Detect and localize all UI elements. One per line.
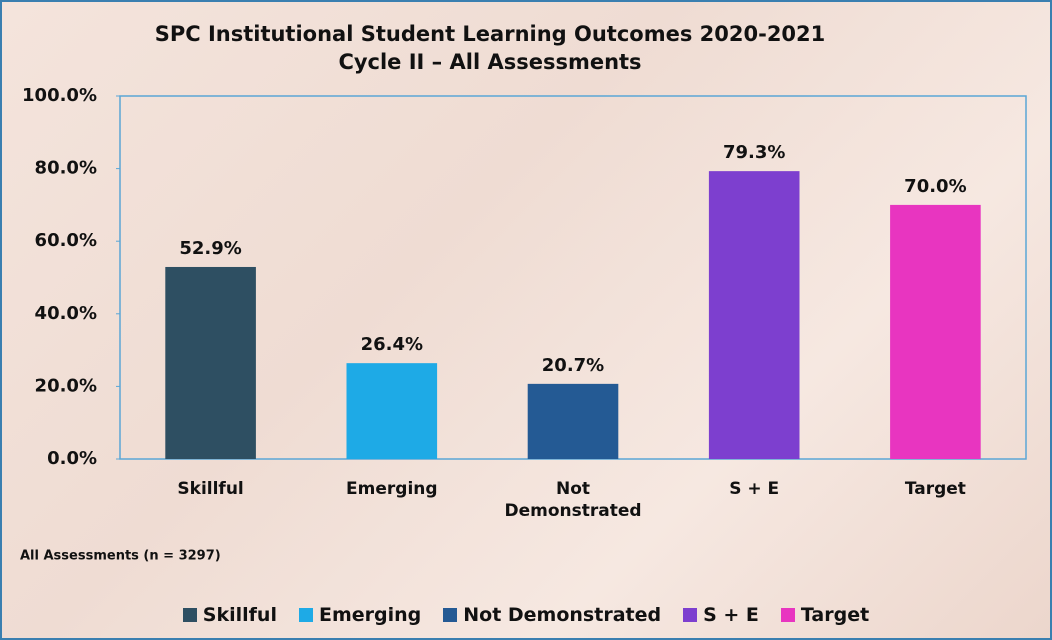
legend-label: Emerging [318, 604, 422, 626]
legend-item: Target [780, 604, 870, 626]
legend-swatch [443, 608, 458, 622]
x-tick-label: Skillful [177, 479, 244, 499]
value-label: 52.9% [179, 238, 241, 259]
legend-item: Not Demonstrated [443, 604, 661, 626]
value-label: 70.0% [904, 176, 966, 197]
bar [346, 363, 438, 459]
legend-item: Emerging [298, 604, 422, 626]
legend-label: Target [800, 604, 870, 626]
x-tick-label: Emerging [346, 479, 438, 499]
bar [890, 204, 981, 459]
y-tick-label: 20.0% [35, 375, 97, 396]
note: All Assessments (n = 3297) [20, 549, 221, 564]
bar [708, 171, 800, 460]
y-tick-label: 80.0% [35, 158, 97, 179]
bar [527, 383, 619, 459]
value-label: 20.7% [542, 355, 604, 376]
legend-swatch [298, 608, 313, 622]
chart-subtitle: Cycle II – All Assessments [338, 50, 641, 74]
value-label: 79.3% [723, 142, 785, 163]
legend-swatch [780, 608, 795, 622]
value-label: 26.4% [361, 334, 423, 355]
y-tick-label: 100.0% [22, 85, 97, 106]
x-tick-label: Target [904, 479, 966, 499]
legend-label: Not Demonstrated [463, 604, 662, 626]
legend: Skillful Emerging Not Demonstrated S + E Tar… [0, 604, 1052, 626]
legend-label: S + E [703, 604, 759, 626]
y-tick-label: 40.0% [35, 303, 97, 324]
legend-swatch [182, 608, 197, 622]
y-tick-label: 0.0% [47, 448, 97, 469]
y-tick-label: 60.0% [35, 230, 97, 251]
legend-item: S + E [683, 604, 759, 626]
legend-label: Skillful [202, 604, 277, 626]
x-tick-label: S + E [729, 479, 780, 499]
legend-swatch [683, 608, 698, 622]
legend-item: Skillful [182, 604, 277, 626]
x-tick-label: Not Demonstrated [504, 479, 642, 521]
chart-title: SPC Institutional Student Learning Outco… [155, 22, 826, 46]
bar [165, 266, 256, 459]
